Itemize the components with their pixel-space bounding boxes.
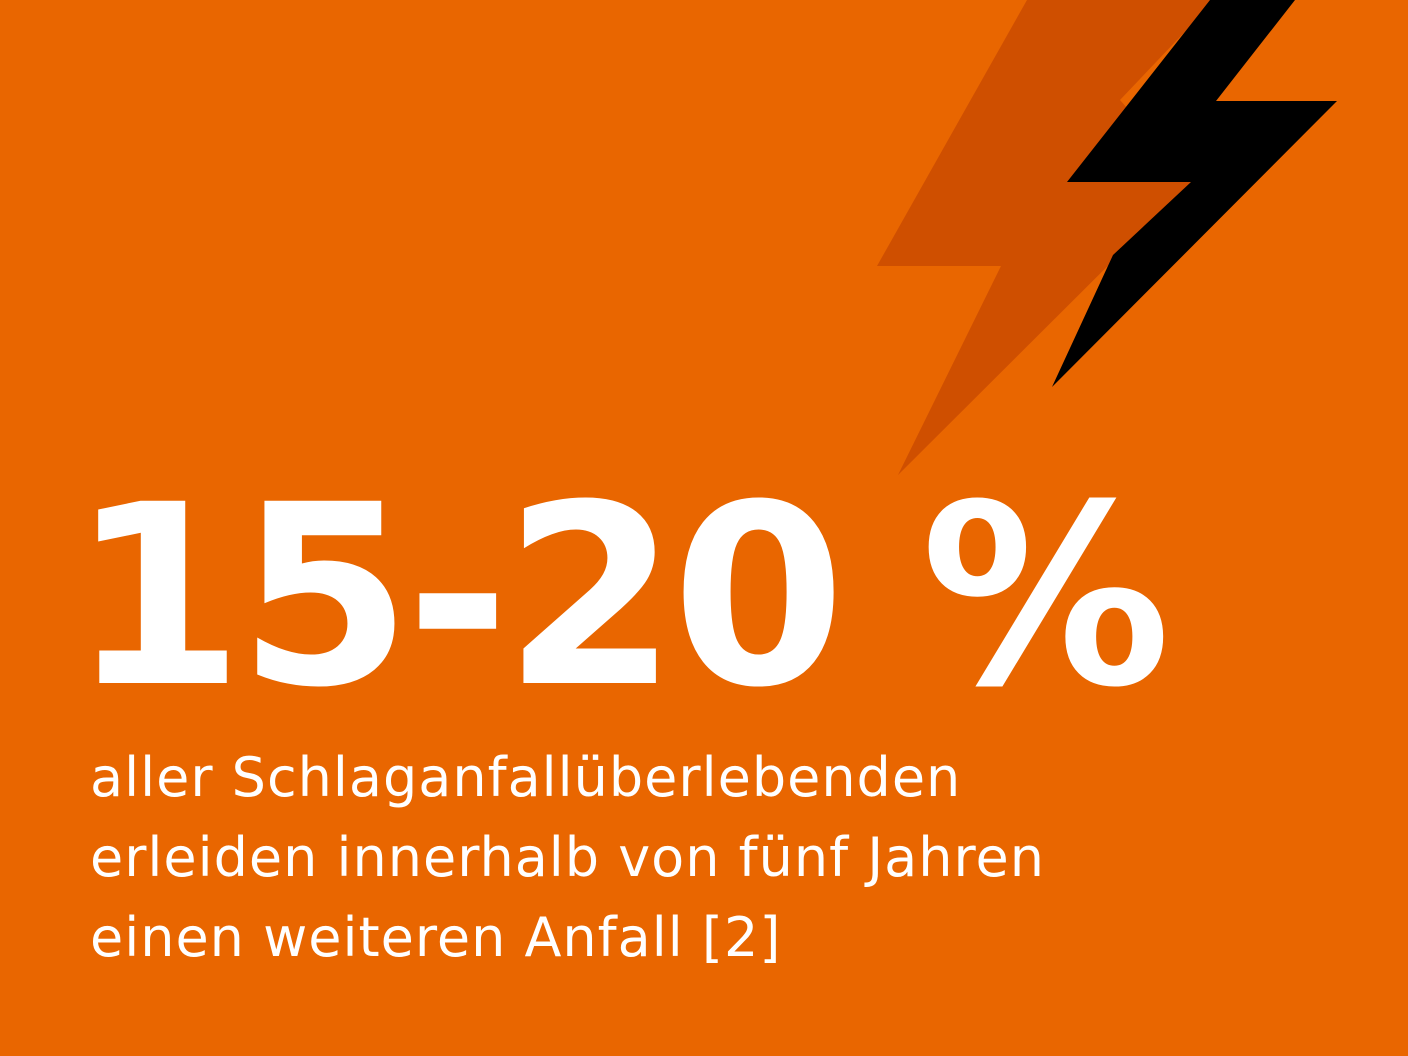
headline-statistic: 15-20 % <box>70 451 1171 742</box>
lightning-bolt-icon <box>1052 0 1337 387</box>
description-line: aller Schlaganfallüberlebenden <box>90 746 962 809</box>
description-line: einen weiteren Anfall [2] <box>90 906 782 969</box>
description-line: erleiden innerhalb von fünf Jahren <box>90 826 1045 889</box>
description: aller Schlaganfallüberlebenden erleiden … <box>90 738 1045 978</box>
